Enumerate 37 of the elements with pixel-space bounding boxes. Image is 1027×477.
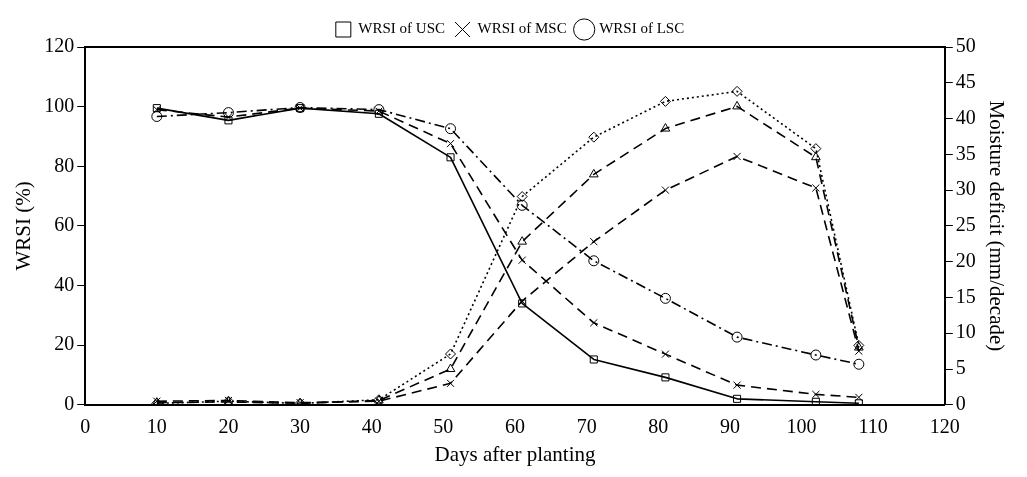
y-axis-title: WRSI (%) (11, 181, 36, 271)
y2-tick-label: 15 (955, 284, 976, 307)
legend-label: WRSI of MSC (477, 20, 567, 37)
y2-tick-label: 30 (955, 177, 976, 200)
y-tick-label: 20 (54, 332, 75, 355)
x-tick-label: 100 (786, 415, 817, 438)
x-tick-label: 120 (929, 415, 960, 438)
y2-axis-title: Moisture deficit (mm/decade) (984, 100, 1009, 352)
legend-label: WRSI of LSC (599, 20, 685, 37)
x-tick-label: 70 (576, 415, 597, 438)
y2-tick-label: 10 (955, 320, 976, 343)
x-tick-label: 20 (218, 415, 239, 438)
y2-tick-label: 25 (955, 213, 976, 236)
x-tick-label: 80 (648, 415, 669, 438)
legend-label: WRSI of USC (358, 20, 446, 37)
x-tick-label: 10 (146, 415, 167, 438)
y2-tick-label: 40 (955, 105, 976, 128)
x-tick-label: 90 (719, 415, 740, 438)
x-tick-label: 60 (505, 415, 525, 438)
x-tick-label: 0 (80, 415, 91, 438)
y-tick-label: 40 (54, 272, 75, 295)
y-tick-label: 100 (44, 93, 75, 116)
x-tick-label: 110 (858, 415, 888, 438)
y-tick-label: 80 (54, 153, 75, 176)
x-axis-title: Days after planting (434, 441, 596, 466)
y2-tick-label: 0 (955, 392, 966, 415)
y-tick-label: 0 (64, 392, 75, 415)
y2-tick-label: 45 (955, 70, 976, 93)
y2-tick-label: 50 (955, 34, 976, 57)
y2-tick-label: 5 (955, 356, 966, 379)
y-tick-label: 120 (44, 34, 75, 57)
x-tick-label: 30 (290, 415, 311, 438)
y2-tick-label: 35 (955, 141, 976, 164)
y2-tick-label: 20 (955, 248, 976, 271)
y-tick-label: 60 (54, 213, 75, 236)
x-tick-label: 50 (433, 415, 454, 438)
x-tick-label: 40 (361, 415, 382, 438)
